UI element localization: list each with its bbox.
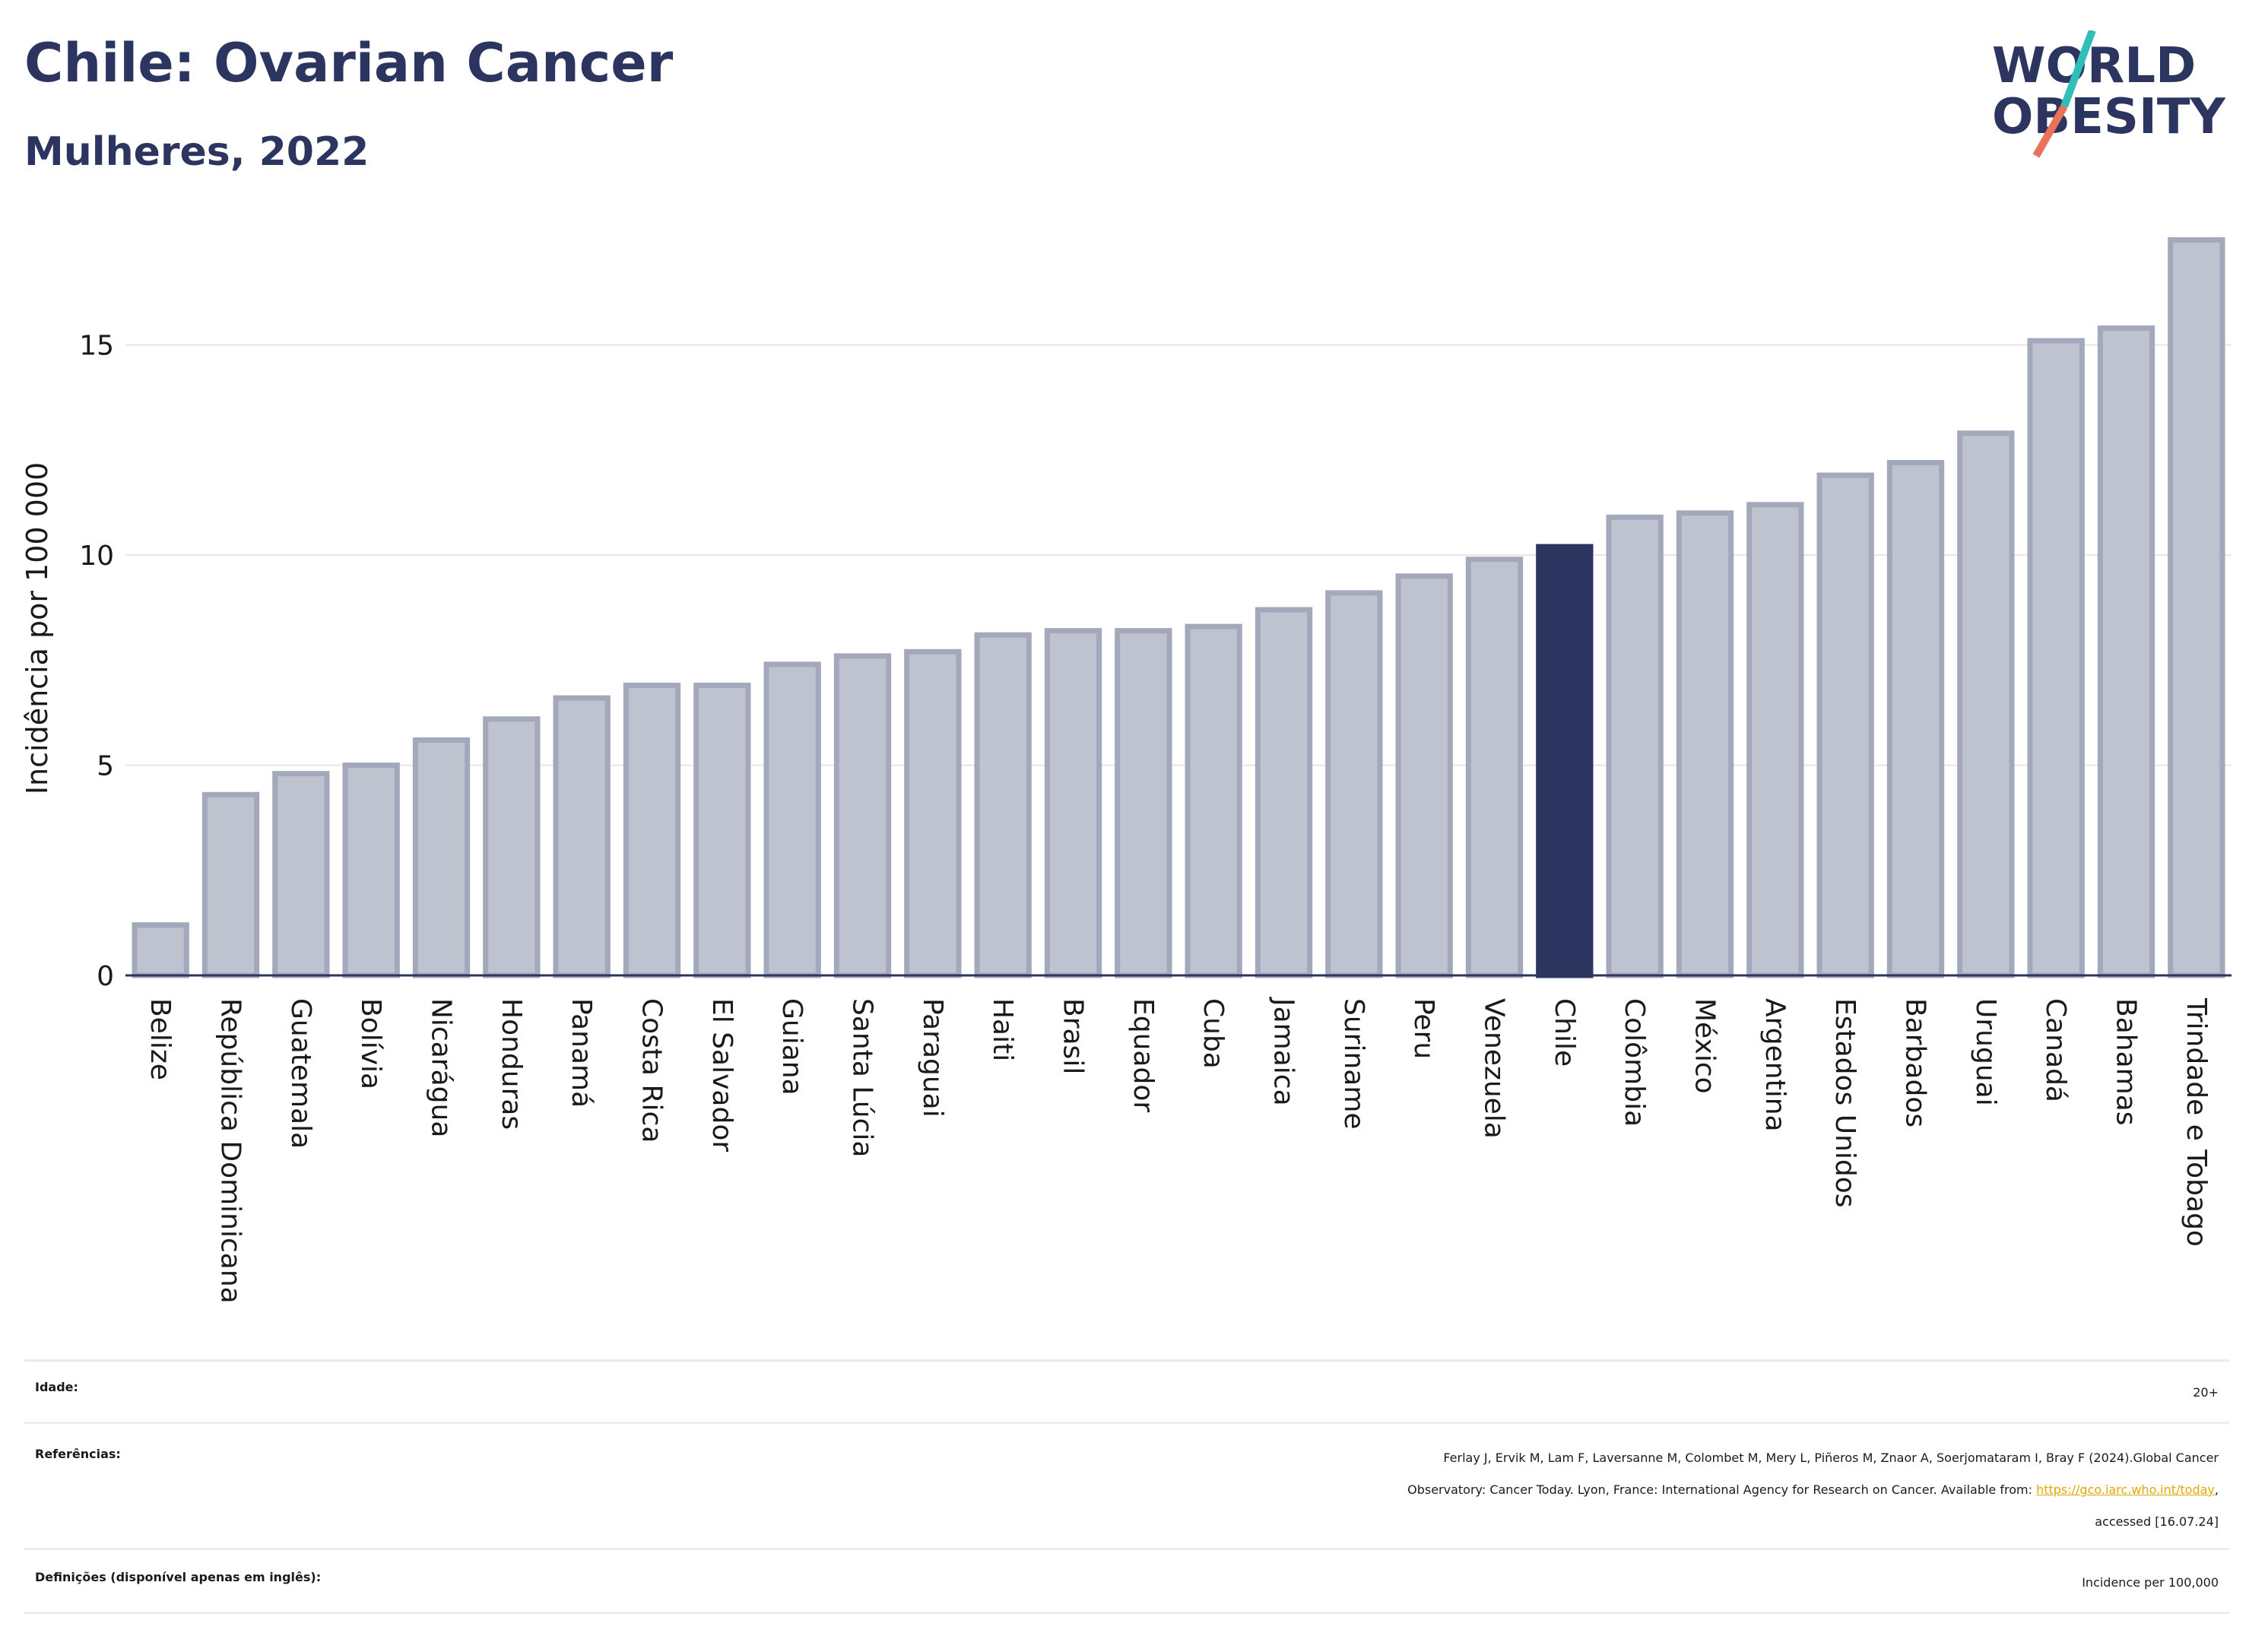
x-tick-label: Nicarágua (426, 998, 457, 1137)
world-obesity-logo: WORLD OBESITY (1992, 30, 2225, 158)
references-line-2-end: , (2214, 1482, 2219, 1497)
bar-bolívia (342, 763, 400, 978)
bar-belize (132, 922, 189, 978)
x-tick-label: Suriname (1338, 998, 1369, 1130)
bar-peru (1395, 573, 1453, 978)
bar-panamá (553, 695, 611, 978)
age-value: 20+ (2193, 1385, 2219, 1400)
bar-cuba (1185, 623, 1242, 978)
x-tick-label: Estados Unidos (1829, 998, 1860, 1208)
x-tick-label: México (1689, 998, 1721, 1094)
x-tick-label: Santa Lúcia (847, 998, 878, 1157)
logo-line1: WORLD (1992, 38, 2196, 94)
references-line-1: Ferlay J, Ervik M, Lam F, Laversanne M, … (1443, 1451, 2219, 1465)
x-tick-label: Argentina (1759, 998, 1791, 1132)
x-tick-label: Costa Rica (636, 998, 668, 1143)
info-row-definitions: Definições (disponível apenas em inglês)… (24, 1548, 2229, 1614)
y-tick-label: 0 (97, 961, 114, 992)
definitions-label: Definições (disponível apenas em inglês)… (35, 1570, 322, 1584)
bar-venezuela (1465, 556, 1524, 978)
y-tick-label: 15 (79, 331, 114, 362)
bar-guatemala (272, 771, 330, 978)
x-tick-label: Barbados (1900, 998, 1931, 1127)
bar-chart: 0 5 10 15 Belize República Dominicana Guatema… (21, 237, 2232, 1304)
x-tick-label: Canadá (2040, 998, 2071, 1102)
x-tick-label: Venezuela (1479, 998, 1510, 1139)
y-tick-label: 10 (79, 541, 114, 572)
y-tick-label: 5 (97, 751, 114, 782)
bar-trindade-e-tobago (2168, 237, 2225, 978)
bar-santa-lúcia (833, 653, 892, 978)
x-tick-label: Guatemala (285, 998, 316, 1149)
x-axis-labels: Belize República Dominicana Guatemala Bolív… (144, 997, 2212, 1304)
chart-title: Chile: Ovarian Cancer (24, 32, 674, 94)
x-tick-label: Colômbia (1619, 998, 1650, 1127)
bar-barbados (1886, 460, 1945, 978)
x-tick-label: Peru (1408, 998, 1439, 1059)
x-tick-label: Belize (144, 998, 176, 1080)
logo-slash-teal (2060, 30, 2096, 108)
x-tick-label: El Salvador (706, 998, 738, 1152)
info-row-references: Referências: Ferlay J, Ervik M, Lam F, L… (24, 1422, 2229, 1550)
references-link[interactable]: https://gco.iarc.who.int/today (2036, 1482, 2215, 1497)
y-axis: 0 5 10 15 (79, 331, 114, 992)
info-row-age: Idade: 20+ (24, 1359, 2229, 1424)
logo-slash-coral (2032, 104, 2068, 158)
references-line-2: Observatory: Cancer Today. Lyon, France:… (1407, 1474, 2219, 1506)
bar-costa-rica (623, 683, 681, 978)
x-tick-label: Bolívia (355, 998, 386, 1089)
x-tick-label: Panamá (566, 998, 597, 1108)
x-tick-label: Bahamas (2111, 998, 2142, 1126)
bar-nicarágua (412, 737, 471, 978)
bar-colômbia (1606, 514, 1664, 978)
x-tick-label: República Dominicana (215, 998, 246, 1304)
chart-subtitle: Mulheres, 2022 (24, 129, 370, 175)
bar-el-salvador (693, 683, 751, 978)
references-line-3: accessed [16.07.24] (2095, 1514, 2219, 1529)
bars (125, 237, 2232, 978)
x-tick-label: Chile (1549, 998, 1580, 1067)
x-tick-label: Trindade e Tobago (2181, 997, 2212, 1247)
x-tick-label: Honduras (496, 998, 527, 1130)
references-text: Ferlay J, Ervik M, Lam F, Laversanne M, … (1407, 1442, 2219, 1538)
bar-suriname (1325, 590, 1383, 978)
bar-estados-unidos (1816, 472, 1874, 978)
bar-canadá (2027, 338, 2085, 978)
bar-bahamas (2097, 325, 2155, 978)
y-axis-label: Incidência por 100 000 (21, 462, 54, 794)
x-tick-label: Cuba (1197, 998, 1229, 1069)
bar-paraguai (904, 648, 962, 978)
age-label: Idade: (35, 1380, 78, 1394)
x-tick-label: Paraguai (917, 998, 948, 1118)
bar-chile (1536, 544, 1594, 978)
x-tick-label: Guiana (776, 998, 807, 1096)
gridlines (125, 344, 2232, 766)
bar-haiti (974, 632, 1032, 978)
bar-honduras (483, 716, 541, 978)
info-bottom-rule (24, 1612, 2229, 1614)
bar-equador (1115, 628, 1172, 978)
x-tick-label: Jamaica (1268, 997, 1299, 1106)
references-line-2-text: Observatory: Cancer Today. Lyon, France:… (1407, 1482, 2037, 1497)
x-tick-label: Haiti (987, 998, 1018, 1061)
bar-méxico (1676, 510, 1734, 978)
x-tick-label: Brasil (1058, 998, 1089, 1074)
logo-line2: OBESITY (1992, 89, 2225, 145)
bar-brasil (1044, 628, 1102, 978)
bar-argentina (1746, 502, 1804, 978)
x-tick-label: Equador (1128, 998, 1159, 1112)
bar-uruguai (1957, 430, 2015, 978)
definitions-value: Incidence per 100,000 (2082, 1575, 2219, 1590)
bar-república-dominicana (201, 791, 260, 978)
x-tick-label: Uruguai (1970, 998, 2001, 1106)
bar-guiana (763, 661, 821, 978)
references-label: Referências: (35, 1447, 121, 1461)
bar-jamaica (1255, 607, 1313, 978)
